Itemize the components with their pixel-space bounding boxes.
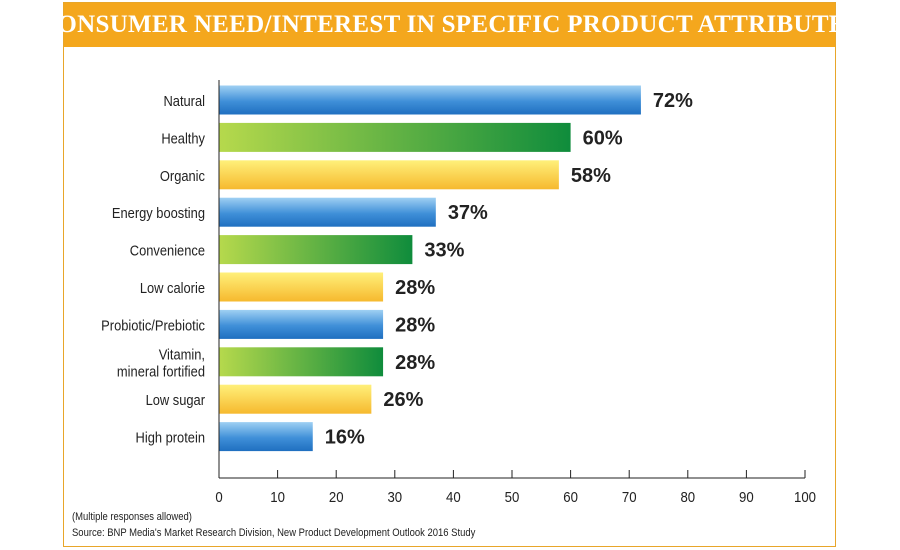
bar — [219, 160, 559, 190]
bar-value-label: 26% — [383, 389, 423, 411]
category-label: Probiotic/Prebiotic — [101, 316, 205, 333]
bar-value-label: 60% — [583, 127, 623, 149]
chart-title: CONSUMER NEED/INTEREST IN SPECIFIC PRODU… — [39, 11, 860, 38]
x-tick-label: 60 — [563, 488, 578, 505]
category-label: High protein — [136, 429, 205, 446]
x-tick-label: 10 — [270, 488, 285, 505]
bar-value-label: 28% — [395, 314, 435, 336]
multiple-responses-note: (Multiple responses allowed) — [72, 511, 192, 523]
bar — [219, 422, 313, 452]
bar-value-label: 37% — [448, 202, 488, 224]
bar — [219, 347, 384, 377]
category-label: Energy boosting — [112, 204, 205, 221]
x-tick-label: 100 — [794, 488, 816, 505]
bar-value-label: 16% — [325, 427, 365, 449]
bar — [219, 85, 641, 115]
category-label: Organic — [160, 167, 205, 184]
x-tick-label: 50 — [505, 488, 520, 505]
x-tick-label: 0 — [215, 488, 222, 505]
x-tick-label: 70 — [622, 488, 637, 505]
chart-header: CONSUMER NEED/INTEREST IN SPECIFIC PRODU… — [39, 3, 860, 47]
x-tick-label: 20 — [329, 488, 344, 505]
category-label: Low calorie — [140, 279, 205, 296]
bar-value-label: 28% — [395, 277, 435, 299]
bar — [219, 272, 384, 302]
bar-value-label: 72% — [653, 90, 693, 112]
bar-value-label: 58% — [571, 165, 611, 187]
source-note: Source: BNP Media's Market Research Divi… — [72, 527, 476, 539]
bar-value-label: 28% — [395, 352, 435, 374]
bar — [219, 309, 384, 339]
bar — [219, 384, 372, 414]
category-label: Natural — [163, 92, 205, 109]
x-tick-label: 30 — [387, 488, 402, 505]
category-label: Vitamin, mineral fortified — [117, 345, 205, 379]
bar — [219, 122, 571, 152]
bar — [219, 235, 413, 265]
category-label: Convenience — [130, 242, 205, 259]
category-label: Low sugar — [146, 391, 206, 408]
x-tick-label: 90 — [739, 488, 754, 505]
bar — [219, 197, 436, 227]
x-tick-label: 80 — [680, 488, 695, 505]
category-label: Healthy — [161, 129, 205, 146]
bars-layer: 72% Natural 60% Healthy 58% Organic 37% Energy … — [101, 85, 693, 452]
x-tick-label: 40 — [446, 488, 461, 505]
x-axis: 0 10 20 30 40 50 60 70 80 90 100 — [215, 80, 816, 505]
bar-value-label: 33% — [424, 240, 464, 262]
chart-notes: (Multiple responses allowed) Source: BNP… — [72, 509, 475, 541]
